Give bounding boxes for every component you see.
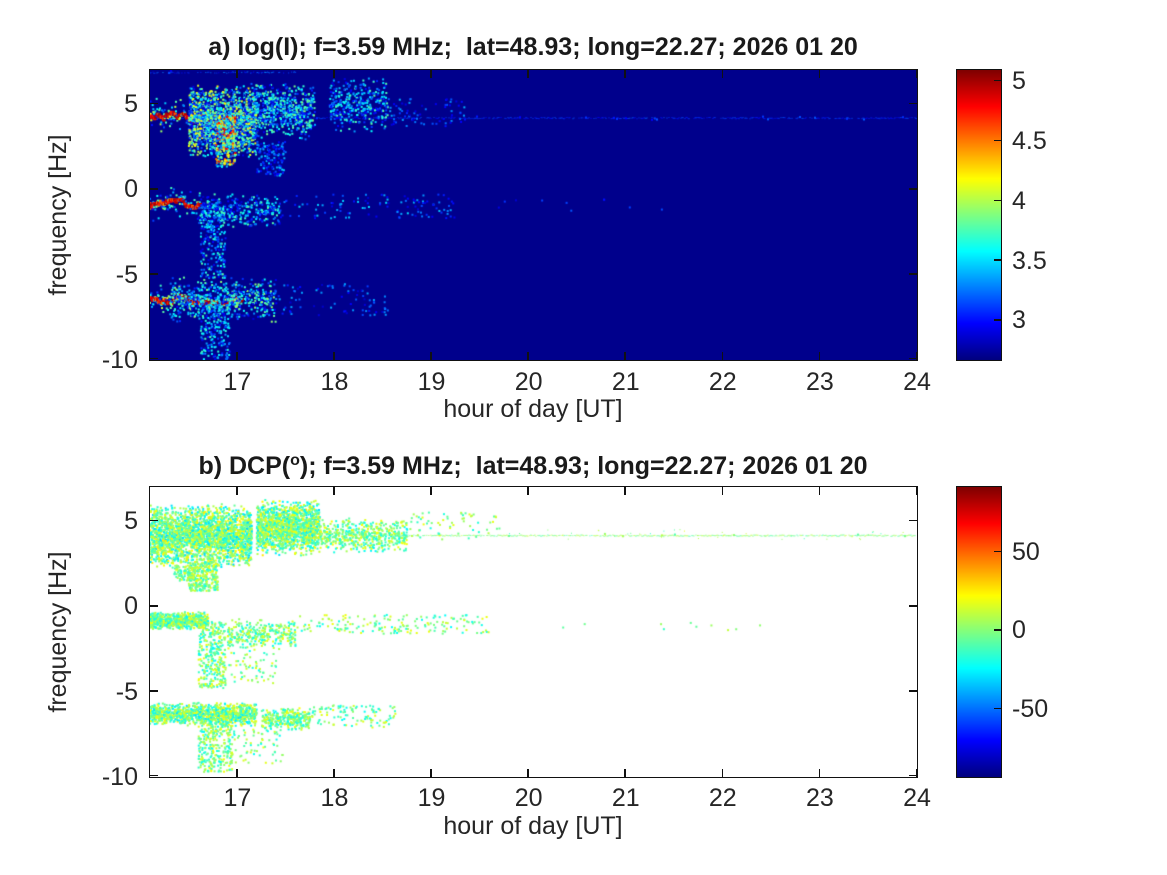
panel-a-colorbar [955, 68, 1002, 361]
panel-b-colorbar-tick-label: -50 [1012, 695, 1049, 724]
panel-a-ytick-label: -10 [101, 346, 138, 374]
panel-a-xtick-label: 24 [903, 368, 931, 396]
panel-a-xtick-label: 20 [514, 368, 543, 396]
panel-b-title-suffix: ); f=3.59 MHz; lat=48.93; long=22.27; 20… [299, 452, 868, 480]
panel-a-xtick-label: 18 [320, 368, 349, 396]
panel-b-xlabel: hour of day [UT] [443, 812, 623, 840]
panel-a-colorbar-gradient [956, 69, 1001, 360]
panel-a-xtick-label: 22 [708, 368, 737, 396]
panel-a-ytick-label: 5 [124, 90, 138, 119]
panel-a-colorbar-tick-label: 3 [1012, 306, 1026, 335]
panel-a-xtick-label: 19 [417, 368, 446, 396]
panel-a-xtick-label: 17 [223, 368, 252, 396]
panel-b-colorbar [955, 485, 1002, 778]
panel-b-ytick-label: 5 [124, 507, 138, 536]
panel-b-xtick-label: 21 [611, 784, 640, 812]
panel-a-title: a) log(I); f=3.59 MHz; lat=48.93; long=2… [208, 33, 858, 62]
panel-b-colorbar-gradient [956, 486, 1001, 777]
panel-b-scatter-canvas [149, 486, 917, 777]
panel-a-ytick-label: -5 [115, 260, 138, 289]
panel-a-colorbar-tick-label: 4.5 [1012, 126, 1047, 155]
panel-b-title: b) DCP(o); f=3.59 MHz; lat=48.93; long=2… [198, 452, 867, 481]
panel-b-title-prefix: b) DCP( [198, 452, 291, 480]
panel-b-xtick-label: 24 [903, 784, 931, 812]
panel-a-colorbar-tick-label: 5 [1012, 66, 1026, 95]
panel-b-xtick-label: 17 [223, 784, 252, 812]
panel-b-ytick-label: 0 [124, 592, 138, 621]
panel-a-xtick-label: 21 [611, 368, 640, 396]
panel-b-xtick-label: 23 [806, 784, 834, 812]
panel-b-xtick-label: 20 [514, 784, 543, 812]
panel-a-colorbar-tick-label: 3.5 [1012, 246, 1047, 275]
panel-a-xtick-label: 23 [806, 368, 834, 396]
panel-a-spectrogram-canvas [149, 69, 917, 360]
panel-b-title-degree-superscript: o [290, 452, 300, 469]
panel-a-ytick-label: 0 [124, 175, 138, 204]
panel-b-colorbar-tick-label: 50 [1012, 537, 1040, 566]
panel-b-ytick-label: -5 [115, 677, 138, 706]
panel-a-colorbar-tick-label: 4 [1012, 186, 1026, 215]
panel-b-colorbar-tick-label: 0 [1012, 616, 1026, 645]
panel-a-plot-area [148, 68, 918, 361]
panel-b-xtick-label: 18 [320, 784, 349, 812]
panel-b-plot-area [148, 485, 918, 778]
panel-b-xtick-label: 19 [417, 784, 446, 812]
panel-b-ytick-label: -10 [101, 763, 138, 791]
panel-b-xtick-label: 22 [708, 784, 737, 812]
panel-a-xlabel: hour of day [UT] [443, 395, 623, 423]
panel-a-title-text: a) log(I); f=3.59 MHz; lat=48.93; long=2… [208, 33, 858, 61]
